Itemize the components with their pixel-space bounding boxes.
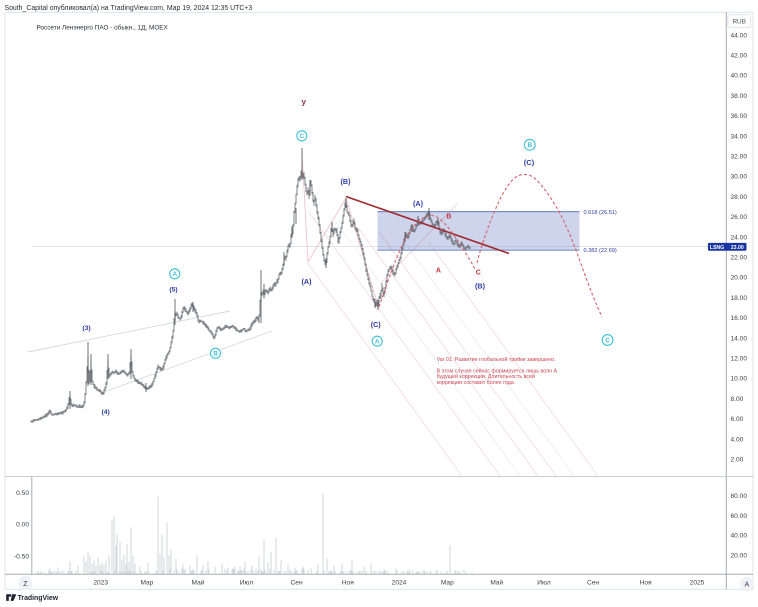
svg-text:y: y: [301, 97, 306, 107]
svg-text:A: A: [172, 271, 177, 278]
svg-text:В этом случае сейчас формирует: В этом случае сейчас формируется лишь во…: [437, 367, 558, 374]
svg-text:28.00: 28.00: [731, 194, 748, 201]
svg-text:32.00: 32.00: [731, 154, 748, 161]
svg-text:0.618 (26.51): 0.618 (26.51): [584, 210, 617, 216]
svg-text:A: A: [744, 582, 749, 589]
svg-text:Россети Ленэнерго ПАО - обыкн.: Россети Ленэнерго ПАО - обыкн., 1Д, MOEX: [37, 24, 169, 32]
svg-text:Мар: Мар: [441, 579, 454, 586]
svg-text:Сен: Сен: [587, 579, 599, 586]
svg-text:44.00: 44.00: [731, 32, 748, 39]
svg-text:20.00: 20.00: [731, 553, 748, 560]
svg-text:24.00: 24.00: [731, 234, 748, 241]
svg-text:Var 01. Развитие глобальной тр: Var 01. Развитие глобальной тройки завер…: [437, 356, 556, 363]
svg-text:коррекции составит более года: коррекции составит более года: [437, 380, 514, 386]
svg-text:26.00: 26.00: [731, 214, 748, 221]
svg-text:2024: 2024: [392, 579, 407, 586]
svg-text:B: B: [213, 351, 218, 358]
svg-text:(B): (B): [475, 282, 486, 291]
svg-text:будущей коррекции. Длительност: будущей коррекции. Длительность всей: [437, 373, 535, 380]
svg-text:0.50: 0.50: [16, 490, 29, 497]
svg-text:(3): (3): [82, 325, 90, 332]
svg-text:40.00: 40.00: [731, 533, 748, 540]
svg-text:(4): (4): [101, 409, 109, 416]
svg-text:LSNG: LSNG: [710, 245, 724, 251]
svg-text:0.382 (22.69): 0.382 (22.69): [584, 248, 617, 254]
svg-text:(C): (C): [524, 158, 535, 167]
svg-text:B: B: [527, 142, 532, 149]
svg-text:Сен: Сен: [291, 579, 303, 586]
svg-text:(5): (5): [169, 287, 177, 294]
svg-text:0.00: 0.00: [16, 522, 29, 529]
svg-text:14.00: 14.00: [731, 335, 748, 342]
svg-text:Ноя: Ноя: [640, 579, 652, 586]
svg-text:TradingView: TradingView: [18, 595, 59, 602]
svg-text:Z: Z: [23, 581, 28, 588]
svg-text:22.00: 22.00: [731, 255, 748, 262]
svg-text:(B): (B): [341, 177, 352, 186]
svg-text:30.00: 30.00: [731, 174, 748, 181]
svg-text:Июл: Июл: [537, 579, 551, 586]
svg-text:Ноя: Ноя: [342, 579, 354, 586]
svg-text:-0.50: -0.50: [14, 553, 29, 560]
svg-text:C: C: [476, 270, 481, 277]
svg-text:Май: Май: [490, 578, 503, 586]
svg-text:60.00: 60.00: [731, 513, 748, 520]
svg-text:12.00: 12.00: [731, 356, 748, 363]
svg-text:16.00: 16.00: [731, 315, 748, 322]
svg-text:18.00: 18.00: [731, 295, 748, 302]
svg-text:42.00: 42.00: [731, 53, 748, 60]
svg-text:B: B: [446, 214, 451, 221]
svg-text:A: A: [436, 268, 441, 275]
svg-text:A: A: [375, 339, 380, 346]
svg-text:20.00: 20.00: [731, 275, 748, 282]
svg-text:South_Capital опубликовал(а) н: South_Capital опубликовал(а) на TradingV…: [5, 4, 253, 12]
svg-text:2023: 2023: [93, 579, 108, 586]
svg-text:8.00: 8.00: [731, 396, 744, 403]
svg-text:4.00: 4.00: [731, 436, 744, 443]
svg-text:C: C: [299, 133, 304, 140]
svg-text:(A): (A): [413, 199, 424, 208]
svg-text:C: C: [605, 337, 610, 344]
svg-text:40.00: 40.00: [731, 73, 748, 80]
svg-text:23.00: 23.00: [731, 245, 744, 251]
svg-text:2.00: 2.00: [731, 457, 744, 464]
svg-text:(A): (A): [302, 277, 313, 286]
svg-text:80.00: 80.00: [731, 493, 748, 500]
svg-text:38.00: 38.00: [731, 93, 748, 100]
svg-text:Июл: Июл: [240, 579, 254, 586]
svg-text:Мар: Мар: [140, 579, 153, 586]
svg-text:34.00: 34.00: [731, 133, 748, 140]
svg-text:Май: Май: [192, 578, 205, 586]
svg-text:36.00: 36.00: [731, 113, 748, 120]
svg-text:(C): (C): [371, 320, 382, 329]
svg-text:2025: 2025: [690, 579, 705, 586]
svg-text:6.00: 6.00: [731, 416, 744, 423]
svg-text:10.00: 10.00: [731, 376, 748, 383]
svg-text:RUB: RUB: [732, 19, 746, 26]
